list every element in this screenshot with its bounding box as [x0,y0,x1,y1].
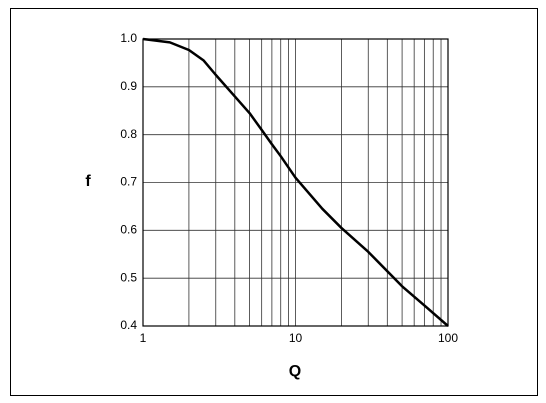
plot-border [142,38,449,327]
y-tick-label: 1.0 [120,31,137,45]
x-tick-label: 10 [289,331,303,345]
y-tick-label: 0.4 [120,318,137,332]
y-tick-label: 0.6 [120,223,137,237]
frame [10,8,538,396]
y-tick-label: 0.7 [120,175,137,189]
x-axis-label: Q [289,363,301,380]
y-axis-label: f [85,173,91,190]
x-tick-label: 100 [438,331,458,345]
y-tick-label: 0.9 [120,79,137,93]
x-tick-label: 1 [140,331,147,345]
line [142,37,449,327]
y-tick-label: 0.5 [120,270,137,284]
y-tick-label: 0.8 [120,127,137,141]
